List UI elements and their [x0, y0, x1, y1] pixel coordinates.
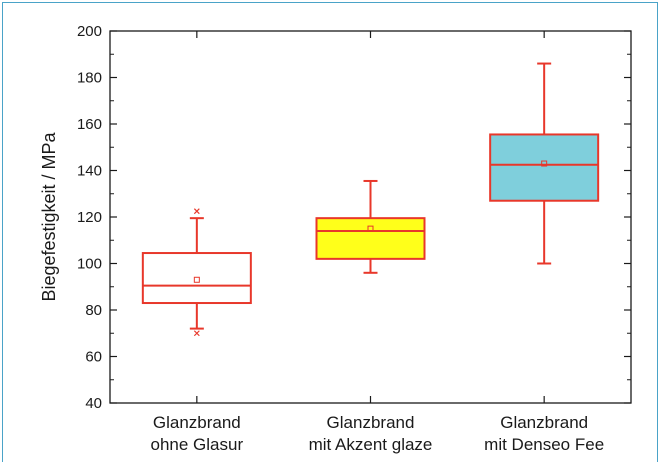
box — [489, 133, 600, 202]
boxes — [141, 62, 600, 337]
y-axis: 40 60 80 100 120 140 160 180 200 — [77, 23, 631, 412]
y-tick-label: 200 — [77, 23, 102, 40]
box — [141, 252, 252, 305]
y-tick-label: 80 — [85, 302, 102, 319]
box-group — [489, 62, 600, 265]
x-axis: Glanzbrand ohne Glasur Glanzbrand mit Akzen… — [151, 31, 604, 454]
x-category-label: ohne Glasur — [151, 435, 244, 454]
y-tick-label: 180 — [77, 70, 102, 87]
x-category-label: mit Akzent glaze — [309, 435, 433, 454]
box — [315, 217, 426, 260]
y-axis-label: Biegefestigkeit / MPa — [39, 131, 59, 301]
x-category-label: Glanzbrand — [153, 413, 241, 432]
y-tick-label: 120 — [77, 209, 102, 226]
outlier-marker — [193, 330, 200, 337]
x-category-label: mit Denseo Fee — [484, 435, 604, 454]
y-tick-label: 160 — [77, 116, 102, 133]
box-group — [315, 179, 426, 274]
box-group — [141, 208, 252, 337]
y-tick-label: 140 — [77, 163, 102, 180]
mean-marker — [367, 225, 374, 232]
y-tick-label: 40 — [85, 395, 102, 412]
outlier-marker — [193, 208, 200, 215]
mean-marker — [541, 160, 548, 167]
box-plot-chart: 40 60 80 100 120 140 160 180 200 Glanzbrand ohne … — [39, 23, 632, 454]
mean-marker — [193, 276, 200, 283]
y-tick-label: 100 — [77, 256, 102, 273]
x-category-label: Glanzbrand — [500, 413, 588, 432]
x-category-label: Glanzbrand — [327, 413, 415, 432]
y-tick-label: 60 — [85, 349, 102, 366]
